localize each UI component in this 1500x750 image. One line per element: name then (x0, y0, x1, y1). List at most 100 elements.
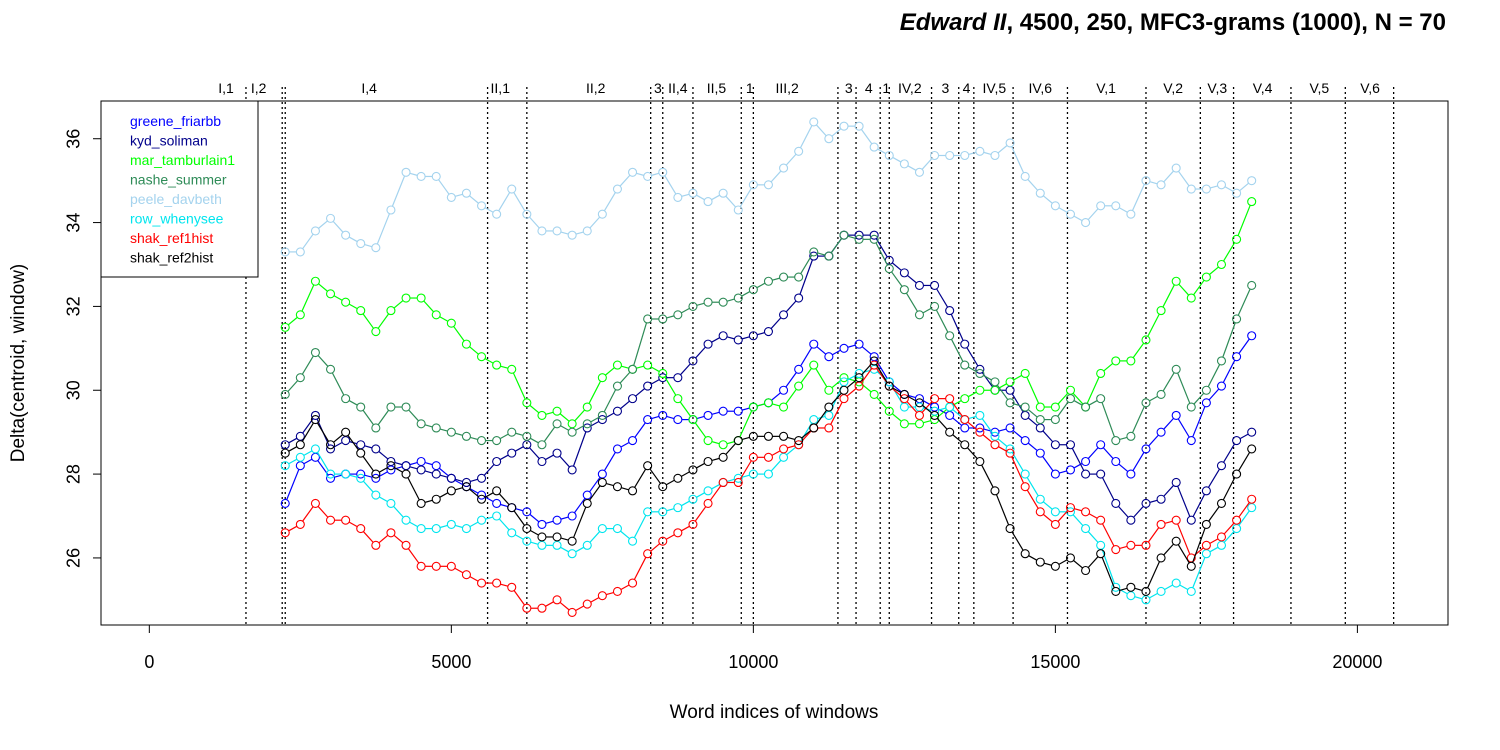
series-segment (1131, 184, 1145, 211)
series-segment (409, 462, 418, 466)
data-point (975, 427, 985, 437)
series-segment (907, 165, 917, 171)
data-point (839, 230, 849, 240)
data-point (628, 536, 638, 546)
data-point (1035, 507, 1045, 517)
data-point (763, 327, 774, 337)
series-segment (996, 384, 1009, 400)
scene-label: V,6 (1360, 80, 1380, 96)
data-point (809, 251, 819, 261)
series-segment (590, 421, 600, 427)
series-segment (739, 187, 752, 207)
data-point (779, 402, 789, 412)
series-segment (286, 469, 300, 500)
data-point (990, 427, 1000, 437)
data-point (748, 469, 758, 479)
data-point (779, 310, 789, 320)
data-point (839, 373, 849, 383)
data-point (446, 427, 456, 437)
data-point (567, 419, 577, 429)
series-segment (694, 506, 707, 522)
data-point (1171, 276, 1181, 286)
data-point (1111, 582, 1121, 592)
y-tick-label: 30 (63, 380, 83, 400)
data-point (612, 482, 623, 492)
data-point (310, 444, 320, 454)
data-point (1081, 402, 1091, 412)
series-segment (1222, 359, 1236, 383)
series-segment (998, 446, 1007, 452)
data-point (567, 536, 577, 546)
series-segment (333, 434, 343, 443)
data-point (809, 415, 819, 425)
series-segment (800, 367, 812, 384)
data-point (1186, 184, 1196, 194)
series-segment (1208, 388, 1220, 401)
legend-entry: row_whenysee (130, 211, 224, 227)
series-segment (1088, 513, 1098, 519)
data-point (552, 515, 562, 525)
scene-label: IV,6 (1028, 80, 1052, 96)
data-point (809, 247, 819, 257)
series-segment (787, 445, 795, 449)
series-segment (1209, 546, 1219, 553)
data-point (643, 461, 653, 471)
series-segment (681, 471, 690, 477)
series-segment (287, 380, 299, 392)
series-segment (545, 520, 554, 524)
series-segment (1026, 477, 1039, 497)
series-segment (1134, 596, 1143, 600)
data-point (341, 230, 351, 240)
data-point (1141, 586, 1151, 597)
series-segment (905, 292, 918, 312)
series-segment (394, 467, 403, 473)
series-segment (605, 412, 615, 419)
data-point (748, 180, 758, 190)
data-point (975, 423, 985, 433)
series-segment (770, 170, 782, 183)
series-segment (1057, 510, 1069, 522)
series-segment (983, 428, 992, 432)
series-segment (513, 192, 526, 212)
series-segment (469, 195, 479, 204)
series-segment (605, 367, 615, 376)
series-segment (1073, 215, 1083, 222)
data-point (839, 343, 849, 353)
data-point (280, 322, 290, 332)
series-segment (379, 496, 388, 503)
data-point (794, 293, 804, 303)
data-point (1156, 180, 1166, 190)
data-point (476, 490, 487, 500)
series-segment (950, 314, 964, 341)
data-point (582, 226, 592, 236)
data-point (1216, 381, 1227, 391)
data-point (567, 465, 577, 475)
series-segment (603, 192, 616, 212)
data-point (371, 243, 381, 253)
data-point (310, 498, 320, 508)
series-segment (498, 493, 510, 506)
series-segment (922, 404, 932, 414)
series-segment (696, 302, 705, 306)
series-segment (513, 590, 525, 606)
series-segment (770, 459, 782, 472)
series-segment (1027, 417, 1038, 426)
data-point (688, 519, 698, 529)
series-segment (470, 478, 478, 482)
data-point (914, 167, 925, 177)
data-point (416, 498, 426, 508)
series-segment (560, 546, 569, 553)
data-point (341, 427, 351, 437)
series-segment (726, 441, 735, 445)
data-point (779, 163, 789, 173)
chart-title-rest: , 4500, 250, MFC3-grams (1000), N = 70 (1006, 9, 1446, 36)
legend-entry: nashe_summer (130, 172, 227, 188)
data-point (371, 473, 381, 483)
series-segment (967, 366, 977, 373)
data-point (930, 301, 940, 311)
data-point (295, 373, 305, 383)
data-point (1096, 469, 1106, 479)
series-row_whenysee (280, 364, 1257, 605)
data-point (1081, 456, 1091, 467)
series-segment (438, 179, 450, 195)
